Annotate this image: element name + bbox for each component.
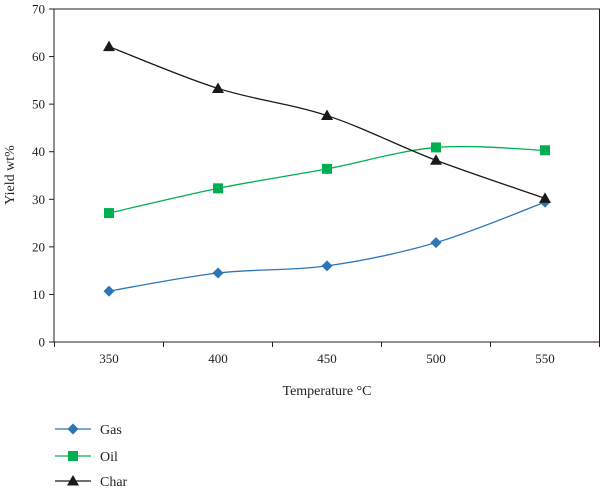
- data-point-oil: [540, 145, 550, 156]
- data-point-oil: [322, 163, 332, 174]
- legend-item-oil: Oil: [55, 450, 118, 465]
- data-point-char: [212, 82, 224, 93]
- x-tick-label: 550: [535, 351, 555, 366]
- series-gas: [103, 196, 551, 297]
- legend-label-oil: Oil: [100, 450, 118, 465]
- series-line-char: [108, 45, 546, 199]
- y-tick-label: 10: [32, 287, 45, 302]
- legend-label-char: Char: [100, 475, 128, 490]
- y-tick-label: 40: [32, 144, 45, 159]
- y-axis-label: Yield wt%: [3, 145, 18, 205]
- data-point-oil: [213, 183, 223, 194]
- y-tick-label: 0: [39, 335, 46, 350]
- data-point-oil: [431, 142, 441, 153]
- x-axis-label: Temperature °C: [283, 384, 372, 399]
- data-point-char: [103, 40, 115, 52]
- legend-label-gas: Gas: [100, 423, 122, 438]
- data-point-char: [430, 154, 442, 165]
- series-char: [103, 40, 551, 203]
- data-point-char: [321, 109, 333, 121]
- legend-marker-gas: [67, 423, 79, 435]
- y-axis: 0 10 20 30 40 50 60 70: [32, 2, 54, 350]
- y-tick-label: 20: [32, 239, 45, 254]
- x-tick-label: 450: [317, 351, 337, 366]
- legend-marker-char: [67, 475, 79, 486]
- data-point-gas: [430, 237, 442, 249]
- y-tick-label: 50: [32, 97, 45, 112]
- x-tick-label: 500: [426, 351, 446, 366]
- legend-item-char: Char: [55, 475, 128, 490]
- y-tick-label: 30: [32, 192, 45, 207]
- plot-area: [53, 8, 600, 343]
- x-tick-label: 400: [208, 351, 228, 366]
- data-point-char: [539, 192, 551, 203]
- y-tick-label: 70: [32, 2, 45, 17]
- data-point-gas: [212, 267, 224, 279]
- data-point-gas: [103, 285, 115, 297]
- x-axis: 350 400 450 500 550: [54, 342, 600, 366]
- y-tick-label: 60: [32, 49, 45, 64]
- legend-marker-oil: [68, 451, 78, 461]
- series-line-oil: [108, 145, 546, 214]
- data-point-gas: [321, 260, 333, 272]
- data-point-oil: [104, 208, 114, 219]
- series-layer: [103, 40, 551, 297]
- series-line-gas: [108, 201, 546, 292]
- plot-border: [53, 8, 600, 343]
- series-oil: [104, 142, 550, 219]
- legend: Gas Oil Char: [55, 423, 128, 490]
- x-tick-label: 350: [99, 351, 119, 366]
- legend-item-gas: Gas: [55, 423, 122, 438]
